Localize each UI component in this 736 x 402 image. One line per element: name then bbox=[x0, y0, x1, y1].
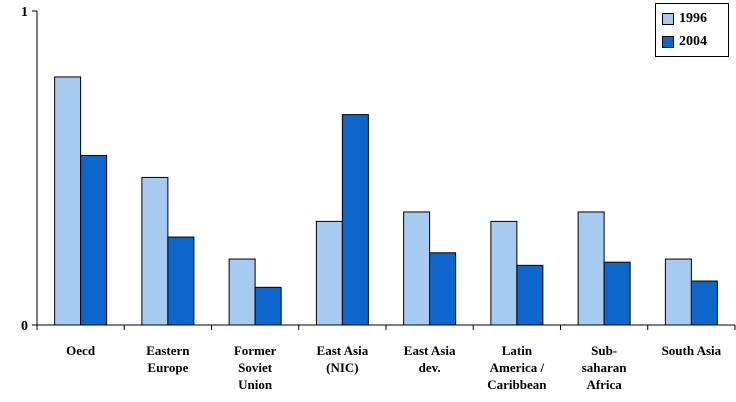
y-tick-label: 1 bbox=[21, 5, 28, 20]
x-tick-label: Caribbean bbox=[487, 377, 547, 392]
legend-item-2004: 2004 bbox=[662, 33, 707, 51]
x-tick-label: Former bbox=[234, 343, 277, 358]
x-tick-label: Union bbox=[238, 377, 273, 392]
x-tick-label: dev. bbox=[419, 360, 441, 375]
x-tick-label: Sub- bbox=[591, 343, 617, 358]
x-tick-label: saharan bbox=[582, 360, 628, 375]
x-tick-label: East Asia bbox=[404, 343, 456, 358]
x-tick-label: Africa bbox=[586, 377, 622, 392]
bar-1996 bbox=[315, 220, 343, 326]
legend-item-1996: 1996 bbox=[662, 10, 707, 28]
x-tick-label: Latin bbox=[502, 343, 533, 358]
x-tick-label: Oecd bbox=[66, 343, 96, 358]
bar-2004 bbox=[516, 264, 544, 326]
bar-2004 bbox=[603, 261, 631, 326]
legend-label-1996: 1996 bbox=[679, 11, 707, 26]
bar-2004 bbox=[254, 286, 282, 326]
bar-1996 bbox=[228, 258, 256, 326]
legend-label-2004: 2004 bbox=[679, 34, 707, 49]
x-tick-label: Eastern bbox=[146, 343, 190, 358]
legend-swatch-2004 bbox=[662, 36, 674, 48]
y-tick-label: 0 bbox=[21, 319, 28, 334]
bars bbox=[54, 76, 718, 326]
bar-1996 bbox=[141, 176, 169, 326]
labels: 0 1 Oecd Eastern Europe Former Soviet Union East… bbox=[21, 5, 722, 392]
bar-2004 bbox=[167, 236, 195, 326]
legend-swatch-1996 bbox=[662, 13, 674, 25]
bar-2004 bbox=[429, 252, 457, 326]
x-tick-label: (NIC) bbox=[326, 360, 359, 375]
x-tick-label: Europe bbox=[147, 360, 188, 375]
bar-2004 bbox=[341, 114, 369, 326]
bar-1996 bbox=[664, 258, 692, 326]
bar-1996 bbox=[54, 76, 82, 326]
bar-1996 bbox=[403, 211, 431, 326]
bar-2004 bbox=[80, 154, 108, 326]
bar-2004 bbox=[690, 280, 718, 326]
legend: 1996 2004 bbox=[655, 3, 729, 57]
x-tick-label: East Asia bbox=[317, 343, 369, 358]
bar-1996 bbox=[577, 211, 605, 326]
x-tick-label: South Asia bbox=[662, 343, 722, 358]
bar-1996 bbox=[490, 220, 518, 326]
x-tick-label: Soviet bbox=[238, 360, 273, 375]
x-tick-label: America / bbox=[490, 360, 545, 375]
